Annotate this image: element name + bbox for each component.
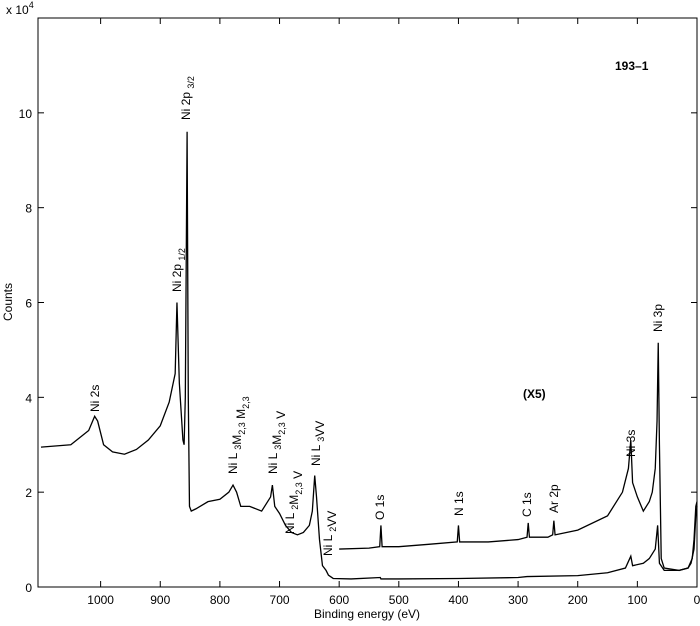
peak-label: Ni L 2VV	[321, 511, 339, 556]
peak-label-text: VV	[313, 421, 327, 437]
peak-label: Ni 3p	[651, 304, 665, 332]
peak-label-text: Ni L	[283, 510, 297, 534]
peak-label-sub: 2	[290, 505, 300, 510]
spectrum-line	[339, 342, 698, 572]
y-axis-label: Counts	[1, 283, 15, 321]
scale-label: (X5)	[523, 387, 546, 401]
plot-frame	[37, 17, 698, 588]
peak-label-text: M	[230, 435, 244, 445]
peak-label: Ar 2p	[547, 484, 561, 513]
peak-label-sub: 3	[316, 437, 326, 442]
peak-label-text: Ni 3p	[651, 304, 665, 332]
peak-label: Ni L 3M2,3 V	[266, 411, 288, 474]
peak-label-text: Ni L	[321, 532, 335, 556]
peak-label-sub: 2,3	[241, 396, 251, 409]
peak-label: Ni 2p 1/2	[170, 248, 187, 292]
x-tick-label: 600	[329, 593, 349, 607]
y-multiplier: x 104	[6, 0, 34, 17]
peak-label-text: Ni L	[309, 442, 323, 466]
peak-label-text: M	[270, 435, 284, 445]
peak-label-sub: 3	[233, 445, 243, 450]
peak-label-text: Ni L	[226, 450, 240, 474]
x-tick-label: 900	[150, 593, 170, 607]
multiplier-base: x 10	[6, 3, 29, 17]
peak-label-text: V	[274, 411, 288, 422]
peak-label-sub: 2	[328, 527, 338, 532]
peak-label-text: VV	[325, 511, 339, 527]
peak-label-text: Ni L	[266, 450, 280, 474]
y-tick-label: 4	[25, 391, 32, 405]
x-tick-label: 200	[568, 593, 588, 607]
y-tick-label: 2	[25, 486, 32, 500]
peak-label: Ni 2s	[88, 385, 102, 412]
multiplier-exponent: 4	[29, 0, 34, 10]
spectrum-line	[40, 131, 698, 580]
peak-label-text: M	[234, 409, 248, 422]
peak-label-text: V	[291, 471, 305, 482]
peak-label-text: N 1s	[452, 491, 466, 516]
peak-label: Ni 3s	[624, 430, 638, 457]
peak-label-text: Ar 2p	[547, 484, 561, 513]
peak-label-text: Ni 2p	[170, 261, 184, 292]
x-tick-label: 700	[270, 593, 290, 607]
peak-label: C 1s	[520, 492, 534, 517]
y-tick-label: 10	[19, 107, 33, 121]
x-axis-label: Binding energy (eV)	[314, 607, 420, 621]
peak-label-sub: 2,3	[237, 422, 247, 435]
peak-label-text: Ni 3s	[624, 430, 638, 457]
y-tick-label: 0	[25, 581, 32, 595]
peak-label-sub: 1/2	[177, 248, 187, 261]
peak-label-text: C 1s	[520, 492, 534, 517]
x-tick-label: 100	[627, 593, 647, 607]
peak-label-sub: 3	[273, 445, 283, 450]
y-tick-label: 8	[25, 202, 32, 216]
peak-label: O 1s	[373, 495, 387, 520]
x-tick-label: 1000	[87, 593, 114, 607]
peak-label-sub: 2,3	[294, 482, 304, 495]
peak-label-text: Ni 2p	[179, 89, 193, 120]
x-tick-label: 400	[448, 593, 468, 607]
peak-label: Ni L 3M2,3 M2,3	[226, 396, 251, 474]
peak-label-text: O 1s	[373, 495, 387, 520]
peak-label: Ni 2p 3/2	[179, 76, 196, 120]
peak-label: N 1s	[452, 491, 466, 516]
peak-label: Ni L 3VV	[309, 421, 327, 466]
x-tick-label: 300	[508, 593, 528, 607]
peak-label: Ni L 2M2,3 V	[283, 471, 305, 534]
peak-label-text: M	[287, 495, 301, 505]
x-tick-label: 500	[389, 593, 409, 607]
peak-label-sub: 3/2	[186, 76, 196, 89]
x-tick-label: 800	[210, 593, 230, 607]
x-tick-label: 0	[694, 593, 700, 607]
peak-label-text: Ni 2s	[88, 385, 102, 412]
sample-label: 193–1	[615, 59, 649, 73]
y-tick-label: 6	[25, 297, 32, 311]
peak-label-sub: 2,3	[277, 422, 287, 435]
